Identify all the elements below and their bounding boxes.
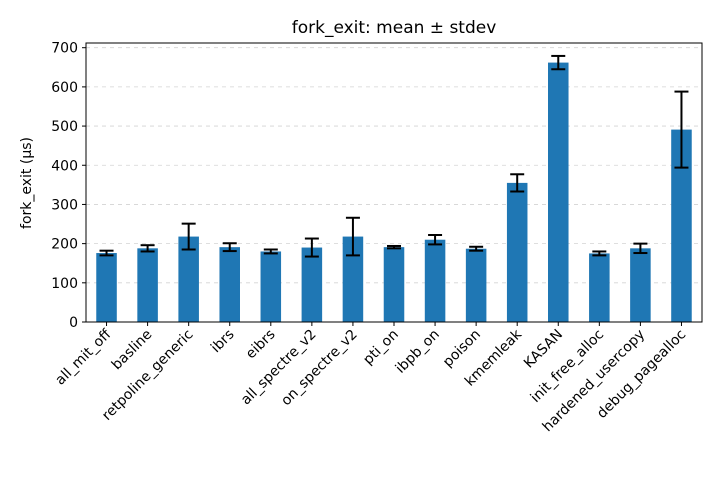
bar [342,236,364,322]
y-tick-label: 600 [51,80,78,96]
bar [589,253,610,322]
x-tick-label: on_spectre_v2 [278,327,361,410]
y-tick-label: 500 [51,119,78,135]
x-tick-label: all_mit_off [52,326,114,388]
y-axis-label: fork_exit (μs) [19,137,35,229]
bar [383,247,405,322]
bar [137,248,158,322]
bar [301,247,323,322]
bar [630,248,651,322]
y-tick-label: 100 [51,276,78,292]
y-tick-label: 700 [51,41,78,57]
bar [219,247,240,322]
y-axis-ticks: 0 100 200 300 400 500 600 700 [51,41,86,331]
y-tick-label: 0 [69,315,78,331]
x-tick-label: ibrs [208,327,238,357]
bars [96,62,692,322]
x-tick-label: ibpb_on [393,327,443,377]
x-tick-label: eibrs [243,327,279,363]
x-tick-label: init_free_alloc [528,327,607,406]
bar [671,129,692,322]
bar [96,253,117,322]
bar [178,236,199,322]
y-tick-label: 200 [51,237,78,253]
bar [506,182,528,322]
bar [465,248,487,322]
error-bars [99,54,689,258]
bar [260,251,282,322]
bar [548,62,569,322]
y-tick-label: 300 [51,197,78,213]
bar [424,239,446,322]
plot-frame [85,42,703,323]
y-tick-label: 400 [51,158,78,174]
chart-title: fork_exit: mean ± stdev [292,18,497,38]
